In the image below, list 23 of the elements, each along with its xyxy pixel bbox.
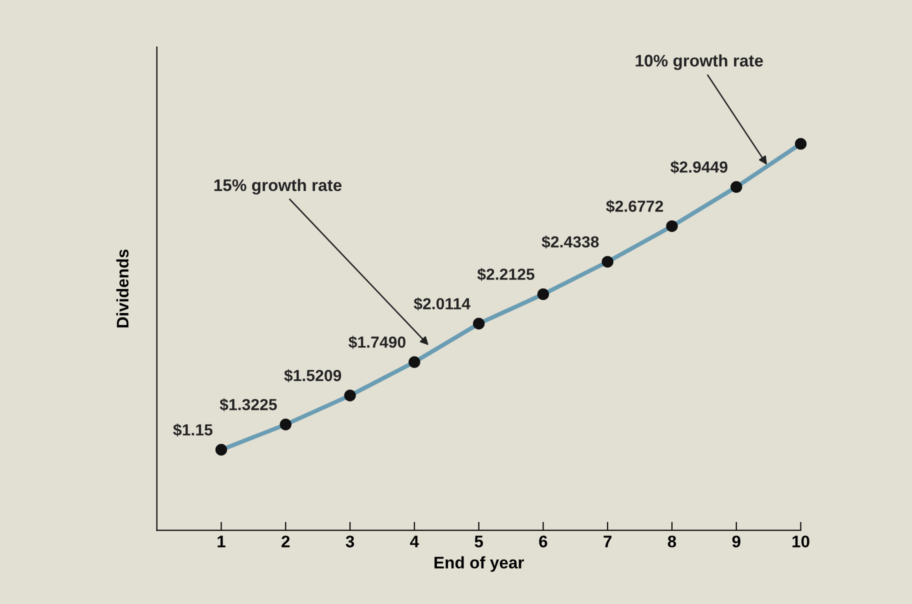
data-label: $1.5209 [284,369,342,382]
x-tick-label: 4 [410,536,419,548]
data-label: $1.7490 [348,336,406,349]
data-label: $2.4338 [542,236,599,249]
x-tick-label: 5 [474,536,483,548]
x-axis-title: End of year [434,556,524,572]
x-tick-label: 6 [539,536,548,548]
x-tick-label: 1 [218,536,226,548]
x-tick-label: 2 [282,536,290,548]
annotation: 15% growth rate [214,178,342,195]
x-tick-label: 7 [604,536,612,548]
data-label: $2.2125 [477,268,534,281]
data-label: $1.3225 [220,398,277,412]
data-label: $2.0114 [414,297,470,310]
x-tick-label: 9 [732,536,740,548]
annotation: 10% growth rate [636,54,763,70]
data-label: $2.6772 [606,200,663,213]
x-tick-label: 10 [792,536,810,548]
x-tick-label: 3 [346,536,354,548]
y-axis-title: Dividends [116,250,129,328]
data-label: $1.15 [173,424,212,437]
data-label: $2.9449 [670,160,728,174]
x-tick-label: 8 [668,536,676,548]
